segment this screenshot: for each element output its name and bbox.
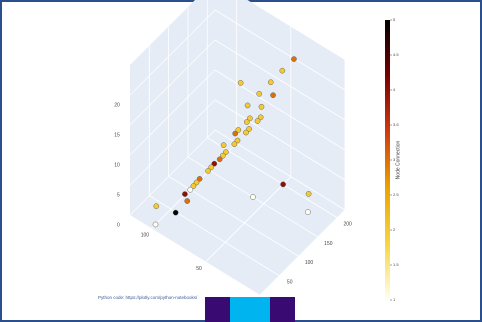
colorbar-tick-label: 3.5: [393, 122, 399, 127]
node: [205, 168, 211, 174]
node: [153, 203, 160, 210]
node: [254, 118, 261, 124]
grid-line: [214, 99, 346, 181]
grid-line: [214, 39, 346, 121]
node: [232, 130, 239, 137]
node: [193, 179, 200, 186]
node: [211, 160, 218, 167]
colorbar-tick-label: 4.5: [393, 52, 399, 57]
node: [219, 152, 226, 159]
grid-line: [129, 129, 216, 216]
floor: [130, 130, 345, 295]
y-tick-label: 150: [324, 241, 333, 247]
grid-line: [205, 176, 292, 262]
colorbar-tick-label: 5: [393, 17, 396, 22]
node: [247, 115, 253, 122]
node: [216, 156, 223, 163]
colorbar-tick-label: 4: [393, 87, 396, 92]
node: [182, 191, 188, 197]
colorbar-tick-label: 1: [393, 297, 396, 302]
node: [243, 129, 249, 136]
grid-line: [259, 209, 346, 296]
grid-line: [207, 137, 338, 219]
grid-line: [129, 69, 216, 156]
node: [305, 209, 311, 215]
node: [246, 126, 252, 132]
grid-line: [214, 69, 346, 151]
z-tick-label: 20: [114, 103, 120, 109]
grid-line: [129, 39, 216, 126]
node: [257, 114, 264, 121]
node: [220, 142, 227, 149]
node: [223, 149, 229, 155]
node: [256, 90, 263, 97]
node: [187, 186, 194, 193]
grid-line: [214, 9, 346, 91]
node: [244, 102, 251, 109]
node: [172, 209, 179, 216]
node: [270, 92, 276, 99]
node: [231, 141, 238, 147]
colorbar-tick-label: 2: [393, 227, 396, 232]
overlay-block: [270, 297, 295, 322]
y-tick-label: 100: [305, 260, 314, 266]
colorbar-title: Node Connection: [395, 140, 401, 179]
grid-line: [129, 99, 216, 186]
node: [196, 176, 203, 182]
overlay-block: [205, 297, 230, 322]
z-tick-label: 0: [117, 223, 120, 229]
node: [279, 67, 286, 74]
node: [243, 119, 250, 125]
grid-line: [129, 9, 216, 96]
z-tick-label: 10: [114, 163, 120, 169]
node: [280, 181, 286, 188]
colorbar-tick-label: 3: [393, 157, 396, 162]
node: [237, 80, 244, 86]
x-tick-label: 100: [141, 232, 150, 238]
source-note: Python code: https://plotly.com/python-n…: [98, 295, 198, 300]
x-tick-label: 50: [196, 266, 202, 272]
wall: [215, 0, 345, 210]
colorbar-tick-label: 1.5: [393, 262, 399, 267]
node: [208, 164, 215, 171]
node: [258, 103, 265, 110]
node: [235, 127, 242, 133]
node: [184, 198, 191, 204]
node: [305, 191, 312, 197]
node: [190, 183, 197, 189]
y-tick-label: 200: [344, 221, 353, 227]
scene: 0501005010015020005101520: [114, 0, 352, 305]
grid-line: [149, 195, 280, 277]
wall: [130, 0, 215, 215]
node: [291, 56, 297, 62]
y-tick-label: 50: [287, 279, 293, 285]
overlay-block: [230, 297, 270, 322]
node: [250, 194, 256, 200]
colorbar: [385, 20, 390, 300]
z-tick-label: 15: [114, 133, 120, 139]
colorbar-tick-label: 2.5: [393, 192, 399, 197]
node: [234, 137, 241, 144]
z-tick-label: 5: [117, 193, 120, 199]
node: [267, 79, 274, 86]
node: [152, 221, 159, 228]
